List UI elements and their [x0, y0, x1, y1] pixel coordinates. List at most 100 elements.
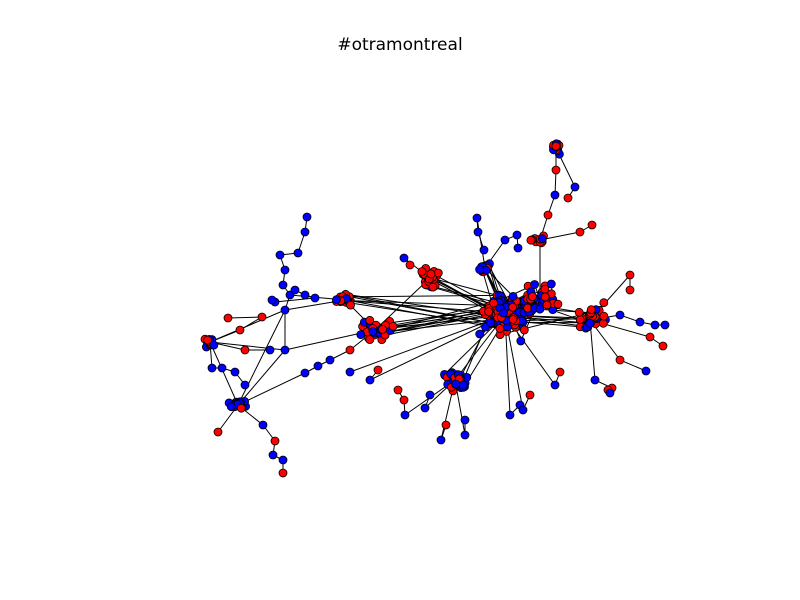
graph-node-blue [486, 318, 496, 328]
graph-node-blue [230, 367, 240, 377]
graph-node-red [563, 193, 573, 203]
graph-node-red [625, 270, 635, 280]
graph-node-red [441, 420, 451, 430]
graph-node-blue [365, 375, 375, 385]
graph-edge [350, 300, 492, 313]
graph-node-blue [460, 430, 470, 440]
graph-node-red [223, 313, 233, 323]
graph-node-blue [585, 318, 595, 328]
graph-node-red [428, 282, 438, 292]
graph-node-blue [472, 213, 482, 223]
graph-node-blue [310, 293, 320, 303]
graph-edge [476, 217, 486, 269]
graph-node-blue [508, 291, 518, 301]
graph-node-blue [280, 265, 290, 275]
graph-edge [427, 276, 498, 296]
graph-node-red [378, 324, 388, 334]
graph-node-blue [635, 317, 645, 327]
graph-node-red [555, 367, 565, 377]
graph-node-red [540, 284, 550, 294]
graph-node-red [625, 285, 635, 295]
graph-node-red [525, 390, 535, 400]
graph-node-blue [498, 308, 508, 318]
graph-node-red [599, 311, 609, 321]
graph-node-red [235, 325, 245, 335]
graph-edge [209, 341, 239, 406]
graph-node-blue [265, 345, 275, 355]
graph-node-blue [425, 390, 435, 400]
graph-node-red [575, 315, 585, 325]
graph-edge [379, 310, 497, 329]
graph-node-blue [512, 230, 522, 240]
graph-node-blue [275, 250, 285, 260]
graph-edge [347, 300, 503, 307]
graph-node-blue [300, 368, 310, 378]
graph-node-red [345, 345, 355, 355]
graph-node-red [508, 315, 518, 324]
graph-edge [274, 297, 316, 303]
graph-node-red [203, 335, 213, 345]
graph-node-red [373, 365, 383, 375]
graph-node-red [388, 321, 398, 331]
graph-node-red [346, 300, 355, 310]
graph-node-red [542, 300, 552, 310]
graph-node-blue [278, 455, 288, 465]
graph-node-blue [650, 320, 660, 330]
graph-node-red [508, 302, 518, 312]
graph-node-blue [258, 420, 268, 430]
graph-node-red [417, 267, 427, 277]
graph-node-blue [217, 363, 227, 373]
graph-node-red [587, 220, 597, 230]
graph-node-red [495, 324, 505, 333]
graph-title: #otramontreal [337, 35, 463, 55]
graph-node-blue [500, 235, 510, 245]
graph-node-blue [313, 361, 323, 371]
graph-node-blue [546, 279, 556, 289]
graph-node-red [551, 141, 561, 151]
graph-node-blue [300, 290, 310, 300]
graph-node-red [278, 468, 288, 478]
graph-edge [385, 312, 496, 336]
graph-node-blue [538, 234, 547, 244]
graph-node-red [526, 235, 536, 245]
graph-node-red [270, 436, 280, 446]
graph-node-blue [290, 285, 300, 295]
graph-node-red [645, 332, 655, 342]
graph-node-blue [535, 304, 545, 314]
graph-node-blue [280, 345, 290, 355]
graph-node-red [240, 345, 250, 355]
graph-node-red [574, 307, 584, 317]
graph-node-red [551, 165, 561, 175]
graph-node-red [586, 305, 596, 315]
graph-node-blue [473, 227, 483, 237]
graph-node-red [489, 298, 499, 308]
graph-edge [345, 293, 486, 316]
graph-node-blue [570, 182, 580, 192]
graph-node-blue [458, 380, 468, 390]
graph-node-red [426, 269, 436, 279]
graph-node-blue [475, 265, 485, 274]
graph-node-blue [505, 410, 515, 420]
graph-node-red [540, 292, 550, 302]
graph-node-blue [240, 380, 250, 390]
graph-node-red [553, 299, 563, 309]
graph-node-blue [209, 340, 219, 350]
graph-node-blue [660, 320, 670, 330]
graph-node-blue [530, 280, 539, 289]
graph-edge [227, 316, 263, 319]
graph-node-blue [280, 305, 290, 315]
graph-node-blue [226, 402, 236, 412]
graph-node-red [658, 341, 668, 351]
graph-node-blue [300, 227, 310, 237]
graph-node-blue [399, 253, 409, 263]
graph-node-blue [332, 295, 341, 305]
graph-node-red [528, 292, 537, 302]
graph-edge [237, 349, 286, 406]
graph-node-red [484, 307, 494, 317]
graph-node-red [257, 312, 267, 322]
graph-node-blue [420, 403, 430, 413]
graph-node-blue [451, 379, 461, 389]
graph-node-red [599, 298, 609, 308]
